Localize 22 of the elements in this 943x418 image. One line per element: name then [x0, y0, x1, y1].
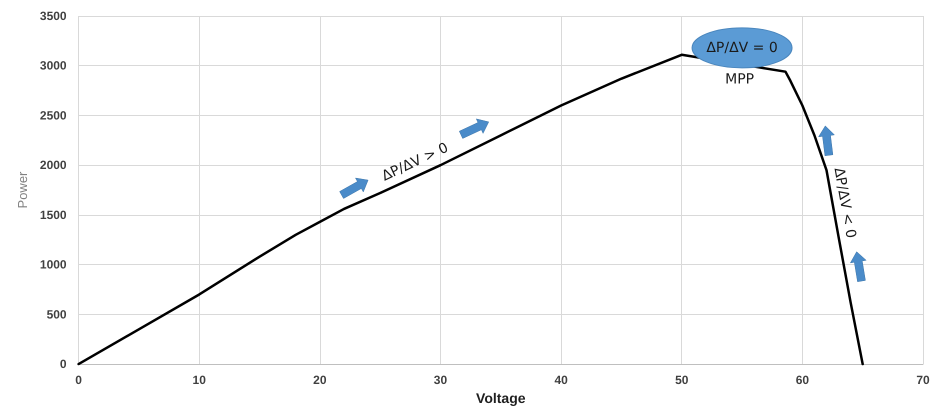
- x-tick-label: 20: [313, 373, 327, 388]
- y-tick-label: 1500: [40, 208, 67, 222]
- x-axis-title: Voltage: [476, 390, 526, 406]
- y-tick-label: 1000: [40, 258, 67, 272]
- line-series: [77, 54, 864, 366]
- x-tick-label: 0: [75, 373, 82, 388]
- annotation: ΔP/ΔV = 0: [706, 40, 778, 56]
- x-tick-label: 70: [916, 373, 930, 388]
- annotation: MPP: [725, 72, 754, 88]
- annotation: ΔP/ΔV < 0: [830, 166, 859, 240]
- y-tick-label: 500: [46, 307, 67, 322]
- y-tick-label: 3000: [40, 58, 67, 73]
- y-axis-title: Power: [15, 170, 30, 208]
- x-tick-label: 10: [192, 373, 206, 388]
- y-tick-label: 0: [60, 357, 67, 372]
- x-tick-label: 50: [675, 373, 689, 388]
- x-tick-label: 30: [434, 373, 448, 388]
- y-tick-label: 2500: [40, 108, 67, 122]
- x-tick-label: 60: [796, 373, 810, 388]
- x-tick-label: 40: [554, 373, 568, 388]
- y-tick-label: 3500: [40, 9, 67, 23]
- y-tick-label: 2000: [40, 158, 67, 172]
